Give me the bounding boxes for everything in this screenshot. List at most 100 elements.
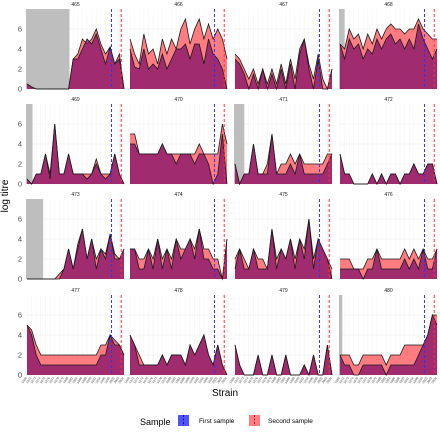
x-tick-label: 2004 [220,376,227,384]
x-tick-label: 1982 [170,376,177,384]
y-tick-label: 2 [18,160,22,169]
x-tick-label: 1984 [279,376,286,384]
panel-title-472: 472 [384,97,393,103]
y-tick-label: 4 [18,331,22,340]
panel-473: 473 0 2 4 6 [18,192,125,284]
first-sample-line [26,123,125,185]
x-tick-label: 1976 [147,376,154,384]
y-tick-label: 4 [18,140,22,149]
second-sample-line [340,314,437,366]
legend: Sample First sample Second sample [140,415,313,427]
panel-title-480: 480 [384,288,393,294]
x-tick-label: 1979 [160,376,167,384]
legend-label-first: First sample [199,418,235,425]
x-tick-label: 1976 [357,376,364,384]
second-sample-line [339,18,437,51]
panel-467: 467 [234,2,333,91]
x-tick-label: 1974 [137,376,144,384]
panel-474: 474 [129,192,228,281]
x-tick-label: 1982 [275,376,282,384]
x-tick-label: 1999 [312,376,319,384]
shaded-region [26,9,70,89]
x-tick-label: 1990 [293,376,300,384]
y-axis-title: log titre [0,179,11,212]
legend-title: Sample [140,417,171,427]
y-tick-label: 2 [18,351,22,360]
first-sample-line [234,218,333,280]
x-tick-label: 2004 [430,376,437,384]
x-tick-label: 1968 [20,376,27,384]
second-sample-area [340,315,437,375]
x-axis-title: Strain [212,388,238,399]
panel-472: 472 [339,97,438,185]
x-tick-label: 1999 [417,376,424,384]
x-tick-label: 1994 [302,376,309,384]
x-tick-label: 1978 [261,376,268,384]
x-tick-label: 2004 [325,376,332,384]
first-sample-area [235,219,332,279]
panel-title-470: 470 [174,97,183,103]
panel-476: 476 [339,192,438,280]
first-sample-area [27,229,124,279]
panel-468: 468 [339,2,438,90]
x-tick-label: 1973 [30,376,37,384]
first-sample-line [339,313,438,376]
first-sample-area [130,229,227,279]
first-sample-line [26,32,125,90]
first-sample-area [130,39,227,89]
x-tick-label: 2004 [117,376,124,384]
y-tick-label: 0 [18,180,22,189]
x-tick-label: 1992 [193,376,200,384]
x-tick-label: 1976 [44,376,51,384]
x-tick-label: 1974 [347,376,354,384]
shaded-region [234,104,245,184]
panel-title-474: 474 [174,192,183,198]
panel-title-465: 465 [71,2,80,8]
first-sample-line [129,38,228,90]
x-tick-label: 1977 [361,376,368,384]
second-sample-line [129,17,228,66]
x-tick-label: 1996 [412,376,419,384]
x-tick-label: 1994 [197,376,204,384]
first-sample-area [340,154,437,184]
panel-title-469: 469 [71,97,80,103]
panel-title-475: 475 [279,192,288,198]
panel-title-479: 479 [279,288,288,294]
x-tick-label: 1984 [384,376,391,384]
x-tick-label: 2002 [211,376,218,384]
x-tick-label: 2002 [316,376,323,384]
legend-label-second: Second sample [268,418,313,425]
first-sample-line [130,228,228,281]
x-tick-label: 1968 [228,376,235,384]
x-tick-label: 1996 [307,376,314,384]
panel-480: 4801968197219731974197519761977197819791… [333,288,438,384]
x-tick-label: 1988 [184,376,191,384]
x-tick-label: 1968 [123,376,130,384]
first-sample-line [339,153,438,185]
second-sample-line [234,37,333,91]
first-sample-line [340,248,438,280]
panel-title-473: 473 [71,192,80,198]
x-tick-label: 2002 [108,376,115,384]
x-tick-label: 1980 [62,376,69,384]
panel-466: 466 [129,2,228,90]
first-sample-line [339,23,438,61]
y-tick-label: 0 [18,275,22,284]
panel-title-467: 467 [279,2,288,8]
y-tick-label: 4 [18,45,22,54]
x-tick-label: 1972 [338,376,345,384]
x-tick-label: 2003 [426,376,433,384]
x-tick-label: 1973 [343,376,350,384]
panel-title-476: 476 [384,192,393,198]
first-sample-line [27,228,125,280]
panel-469: 469 0 2 4 6 [18,97,125,189]
x-tick-label: 2002 [421,376,428,384]
x-tick-label: 1978 [53,376,60,384]
x-tick-label: 1975 [352,376,359,384]
panel-470: 470 [129,97,228,186]
x-tick-label: 1978 [156,376,163,384]
first-sample-line [234,133,333,186]
x-tick-label: 1992 [90,376,97,384]
first-sample-area [235,134,332,184]
x-tick-label: 1990 [85,376,92,384]
